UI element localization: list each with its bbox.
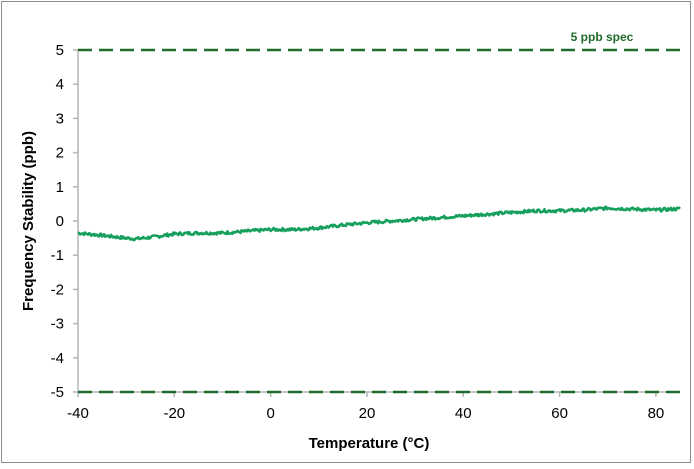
x-tick-label: -40 — [67, 405, 89, 422]
chart-frame: -5 -4 -3 -2 -1 0 1 2 3 4 5 -40 -20 0 20 40 60 80 5 ppb s… — [1, 1, 691, 463]
x-tick-label: 0 — [266, 405, 274, 422]
x-tick-label: 40 — [455, 405, 472, 422]
y-tick-label: 2 — [56, 145, 64, 162]
y-axis-title: Frequency Stability (ppb) — [20, 131, 37, 311]
y-tick-label: 1 — [56, 179, 64, 196]
spec-label: 5 ppb spec — [571, 30, 634, 44]
y-tick-label: 0 — [56, 213, 64, 230]
x-axis-title: Temperature (°C) — [309, 435, 430, 452]
y-tick-label: -1 — [51, 247, 64, 264]
x-ticks: -40 -20 0 20 40 60 80 — [67, 392, 664, 422]
y-tick-label: -5 — [51, 384, 64, 401]
series-line — [77, 205, 681, 242]
chart: -5 -4 -3 -2 -1 0 1 2 3 4 5 -40 -20 0 20 40 60 80 5 ppb s… — [20, 30, 681, 452]
y-tick-label: -2 — [51, 281, 64, 298]
y-tick-label: -4 — [51, 350, 64, 367]
y-tick-label: 4 — [56, 76, 64, 93]
y-tick-label: 5 — [56, 42, 64, 59]
x-tick-label: 20 — [359, 405, 376, 422]
y-tick-label: -3 — [51, 316, 64, 333]
y-tick-label: 3 — [56, 110, 64, 127]
x-tick-label: 60 — [551, 405, 568, 422]
y-ticks: -5 -4 -3 -2 -1 0 1 2 3 4 5 — [51, 42, 78, 401]
x-tick-label: 80 — [648, 405, 665, 422]
x-tick-label: -20 — [163, 405, 185, 422]
reference-lines: 5 ppb spec — [78, 30, 680, 394]
